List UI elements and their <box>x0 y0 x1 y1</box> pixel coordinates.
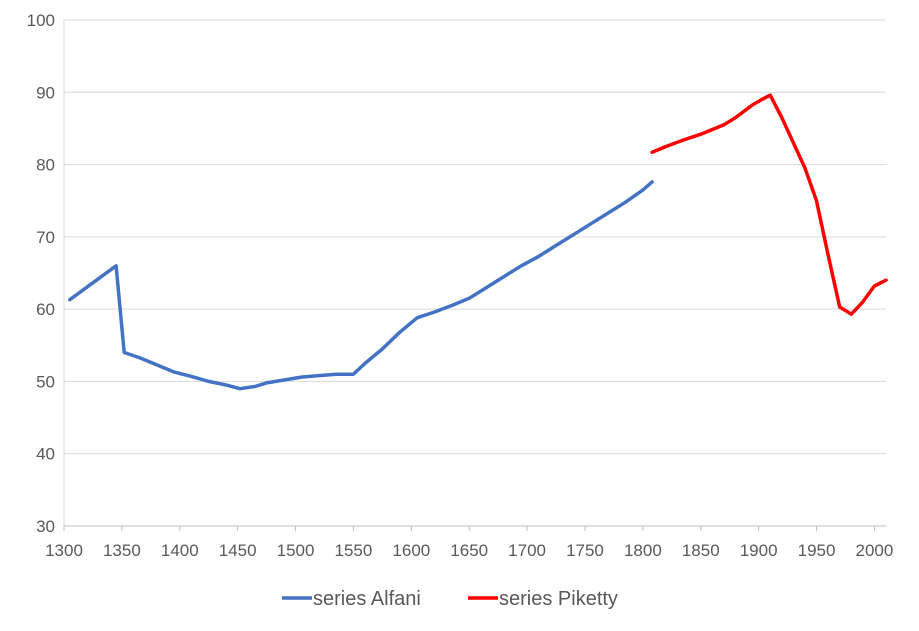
x-tick-label-1800: 1800 <box>624 541 662 560</box>
x-tick-label-1850: 1850 <box>682 541 720 560</box>
x-tick-label-1550: 1550 <box>335 541 373 560</box>
y-tick-label-100: 100 <box>27 11 55 30</box>
y-tick-label-40: 40 <box>36 445 55 464</box>
legend-item-1: series Piketty <box>468 588 618 610</box>
y-tick-label-60: 60 <box>36 300 55 319</box>
x-tick-label-2000: 2000 <box>856 541 894 560</box>
x-tick-label-1950: 1950 <box>798 541 836 560</box>
legend: series Alfani series Piketty <box>282 588 618 610</box>
series-line-1 <box>650 93 888 316</box>
x-tick-label-1400: 1400 <box>161 541 199 560</box>
legend-item-0: series Alfani <box>282 588 421 610</box>
x-tick-label-1450: 1450 <box>219 541 257 560</box>
gridlines <box>64 19 886 455</box>
series-line-0 <box>68 180 654 391</box>
y-tick-label-50: 50 <box>36 372 55 391</box>
x-tick-label-1750: 1750 <box>566 541 604 560</box>
y-tick-label-70: 70 <box>36 228 55 247</box>
y-tick-label-90: 90 <box>36 83 55 102</box>
x-tick-label-1350: 1350 <box>103 541 141 560</box>
legend-label-1: series Piketty <box>499 588 618 610</box>
x-tick-label-1650: 1650 <box>450 541 488 560</box>
x-tick-label-1500: 1500 <box>277 541 315 560</box>
x-tick-label-1600: 1600 <box>392 541 430 560</box>
x-tick-label-1900: 1900 <box>740 541 778 560</box>
y-axis-tick-labels: 30 40 50 60 70 80 90 100 <box>27 11 55 536</box>
series-lines <box>68 93 888 391</box>
y-tick-label-30: 30 <box>36 517 55 536</box>
legend-label-0: series Alfani <box>313 588 421 610</box>
y-tick-label-80: 80 <box>36 156 55 175</box>
x-tick-label-1300: 1300 <box>45 541 83 560</box>
x-tick-label-1700: 1700 <box>508 541 546 560</box>
axes <box>63 20 886 531</box>
x-axis-tick-labels: 1300 1350 1400 1450 1500 1550 1600 1650 1700 1750… <box>45 541 893 560</box>
